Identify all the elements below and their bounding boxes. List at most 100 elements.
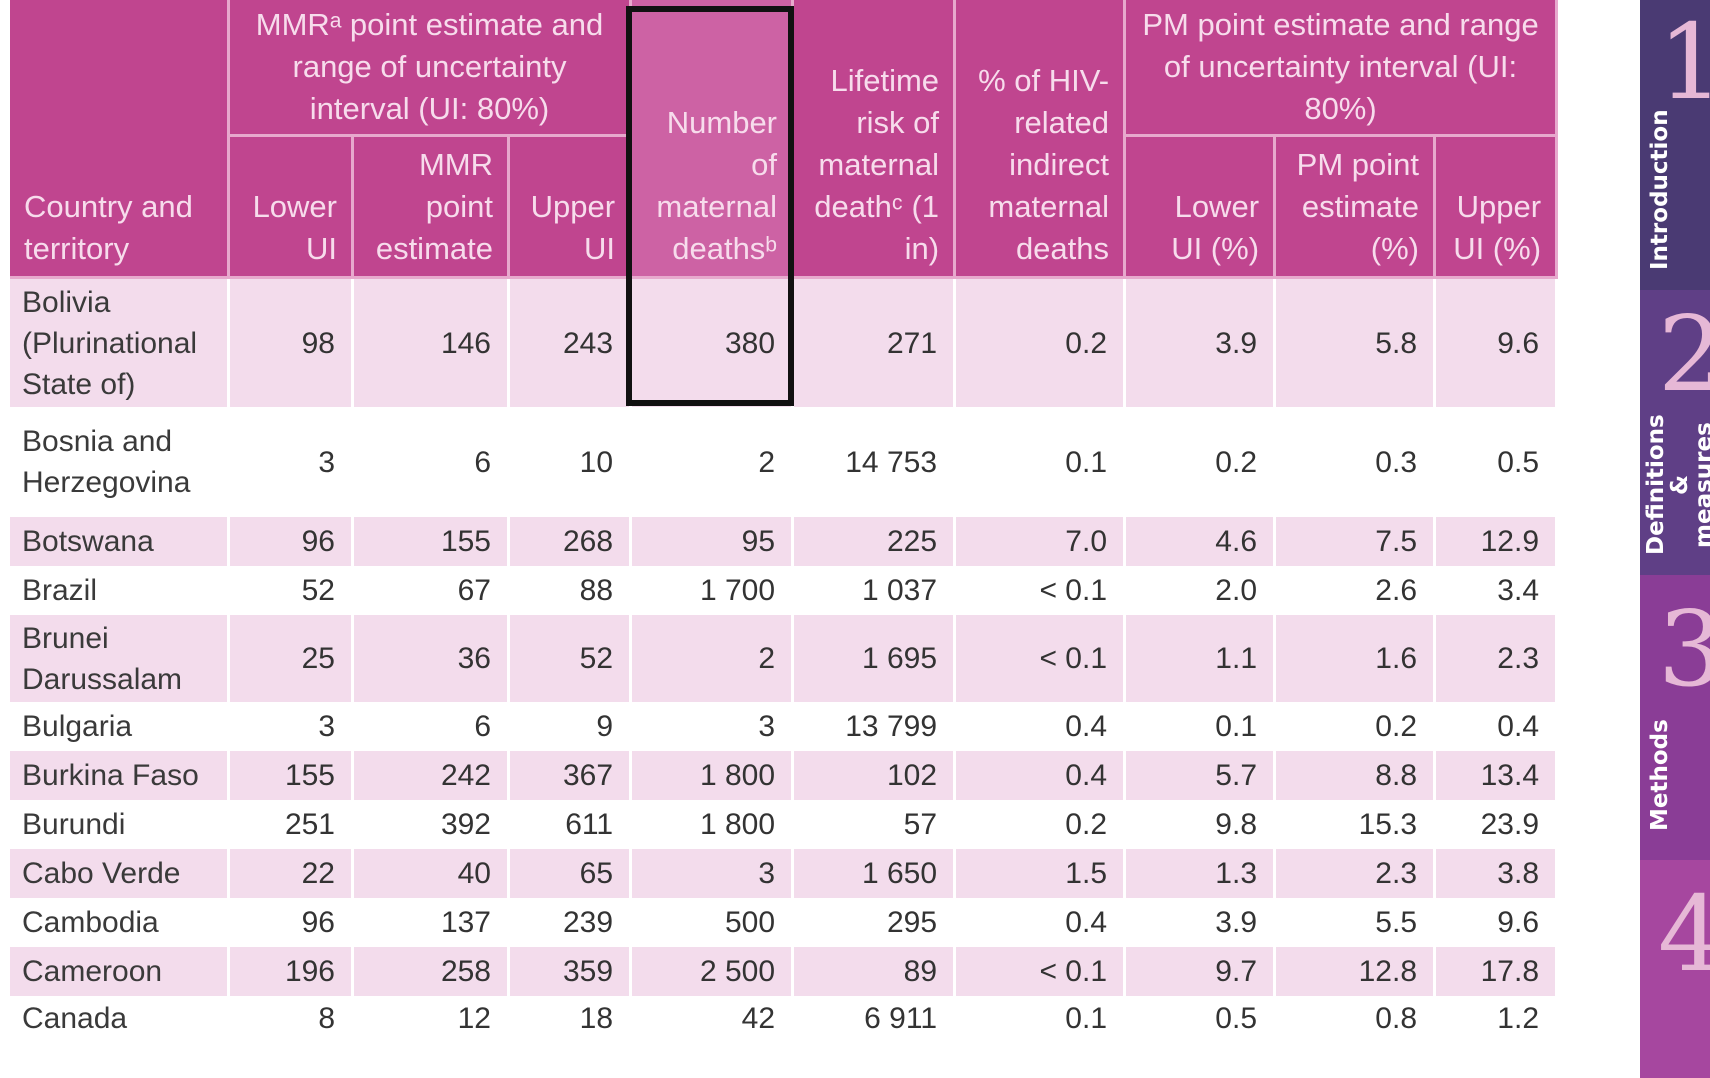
section-tab-4[interactable]: 4 <box>1640 860 1710 1078</box>
cell-hiv: 0.4 <box>956 751 1127 800</box>
cell-country: Brunei Darussalam <box>10 615 230 702</box>
cell-mmr-point: 242 <box>354 751 510 800</box>
table-row: Cabo Verde 22 40 65 3 1 650 1.5 1.3 2.3 3.8 <box>10 849 1559 898</box>
cell-deaths: 2 <box>632 407 795 517</box>
cell-hiv: 1.5 <box>956 849 1127 898</box>
cell-pm-point: 15.3 <box>1276 800 1437 849</box>
header-mmr-point: MMR point estimate <box>354 137 510 279</box>
cell-mmr-lower: 155 <box>230 751 354 800</box>
cell-mmr-point: 36 <box>354 615 510 702</box>
cell-country: Burundi <box>10 800 230 849</box>
cell-mmr-upper: 52 <box>510 615 633 702</box>
cell-pm-point: 2.6 <box>1276 566 1437 615</box>
cell-mmr-point: 67 <box>354 566 510 615</box>
header-mmr-lower: Lower UI <box>230 137 354 279</box>
cell-mmr-lower: 3 <box>230 407 354 517</box>
cell-hiv: < 0.1 <box>956 615 1127 702</box>
cell-pm-upper: 13.4 <box>1436 751 1559 800</box>
header-deaths: Number of maternal deathsᵇ <box>632 0 795 279</box>
cell-lifetime: 1 695 <box>794 615 957 702</box>
cell-country: Bolivia (Plurinational State of) <box>10 279 230 407</box>
cell-mmr-point: 12 <box>354 996 510 1040</box>
cell-pm-upper: 3.4 <box>1436 566 1559 615</box>
cell-deaths: 1 800 <box>632 751 795 800</box>
cell-mmr-point: 40 <box>354 849 510 898</box>
cell-country: Cabo Verde <box>10 849 230 898</box>
cell-pm-point: 12.8 <box>1276 947 1437 996</box>
cell-pm-point: 8.8 <box>1276 751 1437 800</box>
cell-hiv: 7.0 <box>956 517 1127 566</box>
cell-mmr-lower: 52 <box>230 566 354 615</box>
cell-hiv: 0.2 <box>956 800 1127 849</box>
cell-mmr-lower: 96 <box>230 517 354 566</box>
cell-pm-lower: 2.0 <box>1126 566 1277 615</box>
cell-mmr-upper: 9 <box>510 702 633 751</box>
cell-country: Bosnia and Herzegovina <box>10 407 230 517</box>
cell-mmr-point: 137 <box>354 898 510 947</box>
header-pm-group: PM point estimate and range of uncertain… <box>1126 0 1559 137</box>
section-tab-definitions[interactable]: 2 Definitions & measures <box>1640 290 1710 575</box>
cell-pm-lower: 3.9 <box>1126 279 1277 407</box>
header-pm-upper: Upper UI (%) <box>1436 137 1559 279</box>
cell-lifetime: 14 753 <box>794 407 957 517</box>
cell-country: Cambodia <box>10 898 230 947</box>
cell-pm-lower: 0.2 <box>1126 407 1277 517</box>
section-number: 3 <box>1657 588 1710 710</box>
table-row: Canada 8 12 18 42 6 911 0.1 0.5 0.8 1.2 <box>10 996 1559 1040</box>
cell-country: Brazil <box>10 566 230 615</box>
cell-mmr-point: 146 <box>354 279 510 407</box>
table-row: Cameroon 196 258 359 2 500 89 < 0.1 9.7 12.8 17.8 <box>10 947 1559 996</box>
cell-mmr-lower: 22 <box>230 849 354 898</box>
cell-mmr-upper: 611 <box>510 800 633 849</box>
cell-pm-lower: 3.9 <box>1126 898 1277 947</box>
cell-hiv: 0.2 <box>956 279 1127 407</box>
cell-lifetime: 1 037 <box>794 566 957 615</box>
cell-hiv: 0.4 <box>956 898 1127 947</box>
cell-mmr-point: 258 <box>354 947 510 996</box>
cell-lifetime: 271 <box>794 279 957 407</box>
cell-country: Cameroon <box>10 947 230 996</box>
header-lifetime-risk: Lifetime risk of maternal deathᶜ (1 in) <box>794 0 957 279</box>
cell-deaths: 380 <box>632 279 795 407</box>
section-tab-methods[interactable]: 3 Methods <box>1640 575 1710 860</box>
cell-mmr-point: 6 <box>354 702 510 751</box>
cell-mmr-lower: 3 <box>230 702 354 751</box>
cell-pm-lower: 0.5 <box>1126 996 1277 1040</box>
cell-deaths: 3 <box>632 702 795 751</box>
cell-pm-upper: 0.4 <box>1436 702 1559 751</box>
cell-pm-lower: 5.7 <box>1126 751 1277 800</box>
cell-deaths: 2 <box>632 615 795 702</box>
cell-deaths: 1 800 <box>632 800 795 849</box>
cell-lifetime: 89 <box>794 947 957 996</box>
table-row: Brazil 52 67 88 1 700 1 037 < 0.1 2.0 2.6 3.4 <box>10 566 1559 615</box>
cell-pm-upper: 12.9 <box>1436 517 1559 566</box>
cell-pm-upper: 17.8 <box>1436 947 1559 996</box>
section-label: Methods <box>1647 719 1673 831</box>
cell-mmr-upper: 10 <box>510 407 633 517</box>
cell-deaths: 2 500 <box>632 947 795 996</box>
cell-pm-point: 1.6 <box>1276 615 1437 702</box>
cell-pm-lower: 9.7 <box>1126 947 1277 996</box>
cell-deaths: 1 700 <box>632 566 795 615</box>
section-tab-introduction[interactable]: 1 Introduction <box>1640 0 1710 290</box>
cell-pm-upper: 23.9 <box>1436 800 1559 849</box>
cell-pm-lower: 1.3 <box>1126 849 1277 898</box>
cell-hiv: 0.1 <box>956 996 1127 1040</box>
table-row: Bosnia and Herzegovina 3 6 10 2 14 753 0.1 0.2 0… <box>10 407 1559 517</box>
table-row: Botswana 96 155 268 95 225 7.0 4.6 7.5 12.9 <box>10 517 1559 566</box>
cell-hiv: < 0.1 <box>956 947 1127 996</box>
cell-deaths: 3 <box>632 849 795 898</box>
section-label: Introduction <box>1647 109 1673 270</box>
cell-mmr-upper: 65 <box>510 849 633 898</box>
cell-mmr-point: 155 <box>354 517 510 566</box>
cell-pm-point: 5.8 <box>1276 279 1437 407</box>
cell-pm-upper: 9.6 <box>1436 279 1559 407</box>
cell-deaths: 95 <box>632 517 795 566</box>
table-row: Burundi 251 392 611 1 800 57 0.2 9.8 15.3 23.9 <box>10 800 1559 849</box>
cell-country: Burkina Faso <box>10 751 230 800</box>
cell-pm-point: 0.2 <box>1276 702 1437 751</box>
cell-mmr-point: 6 <box>354 407 510 517</box>
cell-country: Canada <box>10 996 230 1040</box>
cell-mmr-upper: 239 <box>510 898 633 947</box>
cell-mmr-upper: 367 <box>510 751 633 800</box>
